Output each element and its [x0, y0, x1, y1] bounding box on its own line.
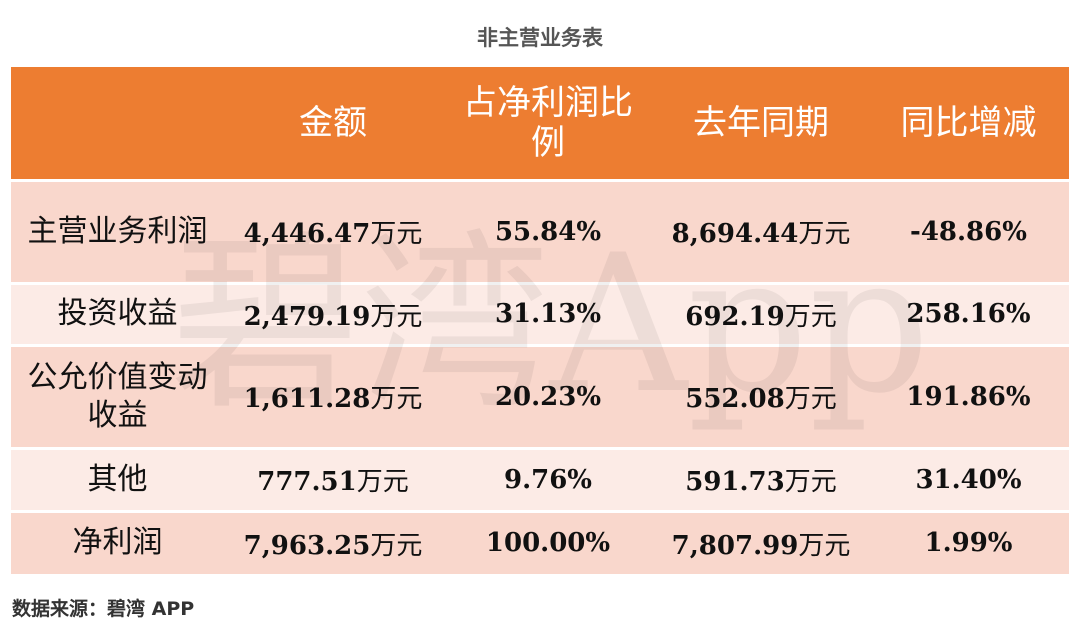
table-row: 其他 777.51万元 9.76% 591.73万元 31.40%: [11, 448, 1069, 511]
last-year-cell: 591.73万元: [654, 448, 868, 511]
row-label: 投资收益: [57, 296, 178, 331]
table-row: 净利润 7,963.25万元 100.00% 7,807.99万元 1.99%: [11, 511, 1069, 574]
unit-label: 万元: [784, 301, 837, 332]
amount-value: 4,446.47: [243, 219, 371, 249]
row-label: 净利润: [72, 525, 163, 561]
last-year-value: 552.08: [685, 384, 785, 414]
yoy-cell: 31.40%: [915, 464, 1022, 495]
table-title: 非主营业务表: [477, 26, 603, 50]
last-year-value: 8,694.44: [671, 219, 799, 249]
ratio-cell: 20.23%: [494, 381, 602, 412]
last-year-cell: 552.08万元: [654, 345, 868, 448]
table-row: 主营业务利润 4,446.47万元 55.84% 8,694.44万元 -48.…: [11, 180, 1069, 283]
amount-value: 7,963.25: [243, 530, 371, 561]
yoy-cell: -48.86%: [910, 216, 1027, 247]
amount-value: 2,479.19: [243, 301, 371, 332]
data-source-note: 数据来源：碧湾 APP: [12, 598, 195, 620]
unit-label: 万元: [784, 467, 837, 497]
unit-label: 万元: [356, 467, 409, 497]
unit-label: 万元: [798, 530, 851, 561]
amount-cell: 7,963.25万元: [224, 511, 442, 574]
last-year-value: 591.73: [685, 467, 785, 497]
yoy-cell: 1.99%: [924, 528, 1013, 559]
header-ratio: 占净利润比例: [442, 67, 654, 180]
amount-cell: 2,479.19万元: [224, 283, 442, 345]
header-row: 金额 占净利润比例 去年同期 同比增减: [11, 67, 1069, 180]
ratio-cell: 100.00%: [485, 528, 611, 559]
ratio-cell: 31.13%: [494, 299, 602, 329]
amount-cell: 1,611.28万元: [224, 345, 442, 448]
yoy-cell: 191.86%: [906, 381, 1031, 412]
ratio-cell: 9.76%: [503, 464, 593, 495]
amount-cell: 777.51万元: [224, 448, 442, 511]
row-label: 主营业务利润: [27, 213, 208, 249]
header-yoy: 同比增减: [868, 67, 1069, 180]
header-amount: 金额: [224, 67, 442, 180]
header-last-year: 去年同期: [654, 67, 868, 180]
last-year-value: 692.19: [685, 301, 785, 332]
unit-label: 万元: [370, 301, 423, 332]
unit-label: 万元: [370, 219, 423, 249]
header-empty: [11, 67, 224, 180]
last-year-value: 7,807.99: [671, 530, 799, 561]
row-label: 其他: [87, 461, 148, 497]
ratio-cell: 55.84%: [494, 216, 602, 247]
data-table-container: 金额 占净利润比例 去年同期 同比增减 主营业务利润 4,446.47万元 55…: [11, 67, 1069, 574]
yoy-cell: 258.16%: [906, 299, 1031, 329]
row-label: 公允价值变动收益: [27, 359, 208, 433]
unit-label: 万元: [784, 384, 837, 414]
amount-value: 1,611.28: [243, 384, 371, 414]
non-core-business-table: 金额 占净利润比例 去年同期 同比增减 主营业务利润 4,446.47万元 55…: [11, 67, 1069, 574]
table-row: 投资收益 2,479.19万元 31.13% 692.19万元 258.16%: [11, 283, 1069, 345]
table-row: 公允价值变动收益 1,611.28万元 20.23% 552.08万元 191.…: [11, 345, 1069, 448]
last-year-cell: 692.19万元: [654, 283, 868, 345]
last-year-cell: 8,694.44万元: [654, 180, 868, 283]
last-year-cell: 7,807.99万元: [654, 511, 868, 574]
unit-label: 万元: [370, 384, 423, 414]
amount-cell: 4,446.47万元: [224, 180, 442, 283]
unit-label: 万元: [370, 530, 423, 561]
unit-label: 万元: [798, 219, 851, 249]
amount-value: 777.51: [257, 467, 357, 497]
